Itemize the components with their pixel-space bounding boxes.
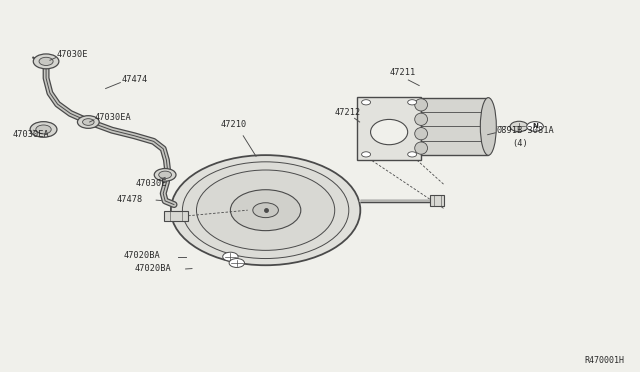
Circle shape bbox=[30, 122, 57, 137]
Ellipse shape bbox=[415, 99, 428, 111]
Circle shape bbox=[182, 162, 349, 259]
Text: 47211: 47211 bbox=[389, 68, 415, 77]
Circle shape bbox=[196, 170, 335, 250]
Text: 0891B-3081A: 0891B-3081A bbox=[497, 126, 554, 135]
Text: 47478: 47478 bbox=[116, 195, 143, 204]
Text: 47020BA: 47020BA bbox=[124, 251, 160, 260]
Ellipse shape bbox=[415, 113, 428, 125]
Ellipse shape bbox=[415, 128, 428, 140]
Circle shape bbox=[159, 171, 172, 179]
Text: 47212: 47212 bbox=[335, 108, 361, 117]
Circle shape bbox=[77, 116, 99, 128]
Text: (4): (4) bbox=[512, 140, 528, 148]
Bar bbox=[430, 195, 444, 206]
Circle shape bbox=[408, 152, 417, 157]
Ellipse shape bbox=[480, 98, 497, 155]
Ellipse shape bbox=[371, 119, 408, 145]
Ellipse shape bbox=[415, 142, 428, 154]
Circle shape bbox=[527, 122, 543, 131]
Text: 47030E: 47030E bbox=[136, 179, 167, 187]
Circle shape bbox=[362, 152, 371, 157]
Text: 47030E: 47030E bbox=[56, 50, 88, 59]
Circle shape bbox=[510, 121, 528, 132]
Circle shape bbox=[83, 119, 94, 125]
Circle shape bbox=[408, 100, 417, 105]
Text: 47210: 47210 bbox=[221, 120, 247, 129]
Circle shape bbox=[36, 125, 51, 134]
Circle shape bbox=[253, 203, 278, 218]
Circle shape bbox=[154, 169, 176, 181]
Text: R470001H: R470001H bbox=[584, 356, 624, 365]
Bar bbox=[164, 211, 188, 221]
Text: N: N bbox=[532, 124, 538, 129]
Circle shape bbox=[362, 100, 371, 105]
Text: 47020BA: 47020BA bbox=[134, 264, 171, 273]
Bar bbox=[357, 97, 421, 160]
Circle shape bbox=[171, 155, 360, 265]
Bar bbox=[421, 98, 488, 155]
Circle shape bbox=[39, 57, 53, 65]
Circle shape bbox=[230, 190, 301, 231]
Text: 47030EA: 47030EA bbox=[13, 130, 49, 139]
Text: 47030EA: 47030EA bbox=[95, 113, 131, 122]
Circle shape bbox=[229, 259, 244, 267]
Text: 47474: 47474 bbox=[122, 76, 148, 84]
Circle shape bbox=[223, 252, 238, 261]
Circle shape bbox=[33, 54, 59, 69]
